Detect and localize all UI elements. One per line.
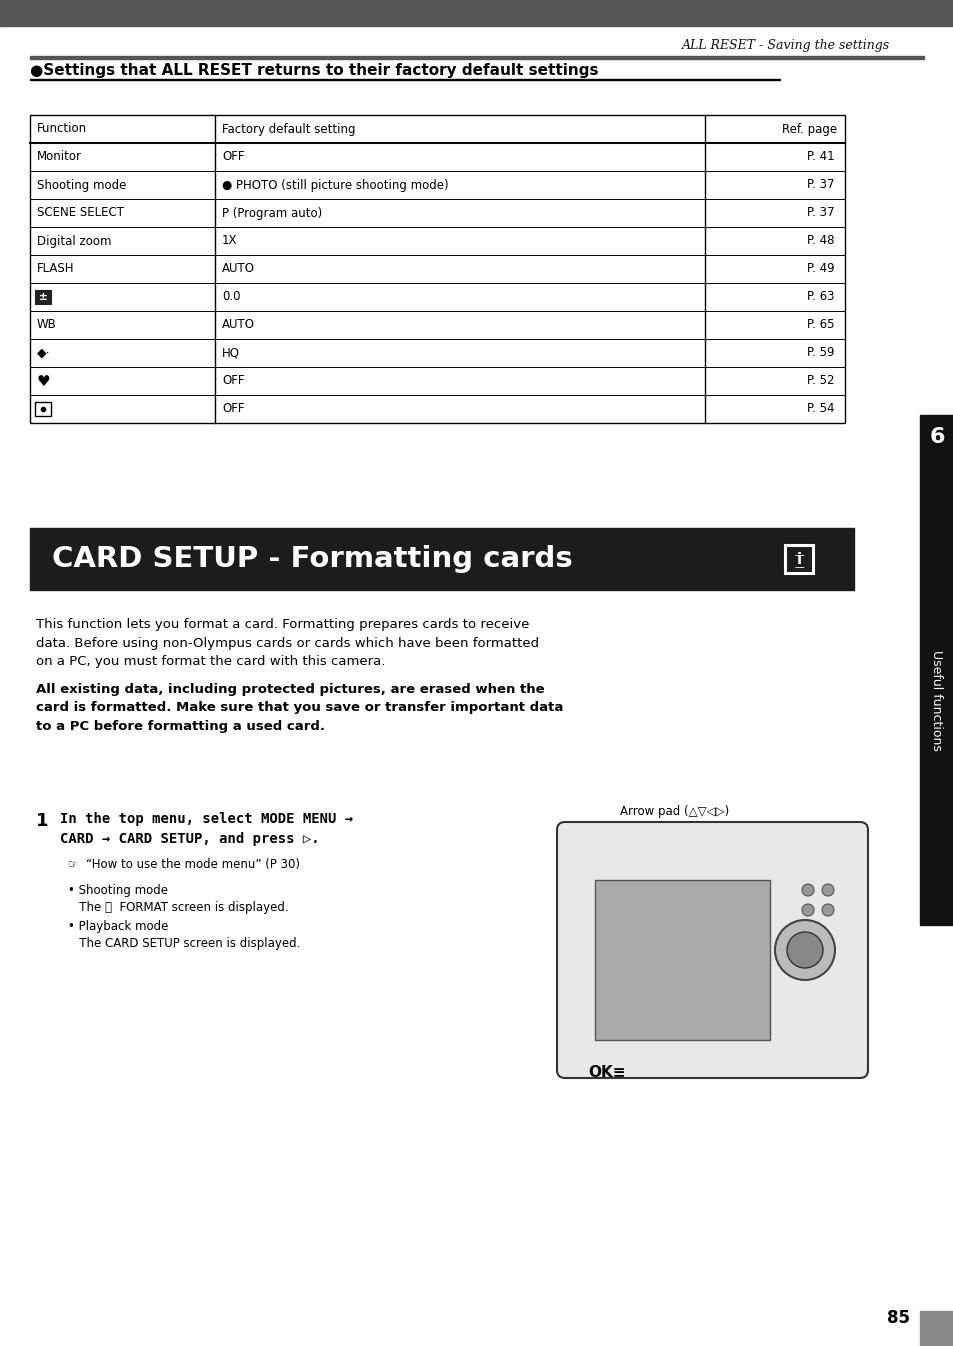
Text: ☞  “How to use the mode menu” (P 30): ☞ “How to use the mode menu” (P 30)	[68, 857, 299, 871]
Text: i: i	[796, 552, 801, 568]
Text: HQ: HQ	[222, 346, 240, 359]
Text: P. 37: P. 37	[806, 206, 834, 219]
Text: All existing data, including protected pictures, are erased when the
card is for: All existing data, including protected p…	[36, 682, 563, 734]
Text: P. 54: P. 54	[806, 402, 834, 416]
Text: ●Settings that ALL RESET returns to their factory default settings: ●Settings that ALL RESET returns to thei…	[30, 63, 598, 78]
Text: WB: WB	[37, 319, 56, 331]
Text: SCENE SELECT: SCENE SELECT	[37, 206, 124, 219]
Text: ±: ±	[38, 292, 48, 302]
Text: P. 37: P. 37	[806, 179, 834, 191]
Bar	[30, 528, 853, 590]
Bar	[30, 114, 844, 423]
Text: AUTO: AUTO	[222, 319, 254, 331]
Circle shape	[786, 931, 822, 968]
Text: 0.0: 0.0	[222, 291, 240, 303]
Text: Monitor: Monitor	[37, 151, 82, 163]
Text: —: —	[793, 551, 803, 560]
Text: P (Program auto): P (Program auto)	[222, 206, 322, 219]
Text: • Playback mode
   The CARD SETUP screen is displayed.: • Playback mode The CARD SETUP screen is…	[68, 921, 300, 950]
Text: Arrow pad (△▽◁▷): Arrow pad (△▽◁▷)	[619, 805, 728, 818]
Text: CARD SETUP - Formatting cards: CARD SETUP - Formatting cards	[52, 545, 572, 573]
Text: 1X: 1X	[222, 234, 237, 248]
Text: This function lets you format a card. Formatting prepares cards to receive
data.: This function lets you format a card. Fo…	[36, 618, 538, 668]
Circle shape	[801, 905, 813, 917]
Text: Digital zoom: Digital zoom	[37, 234, 112, 248]
Text: 6: 6	[928, 427, 943, 447]
Text: P. 59: P. 59	[806, 346, 834, 359]
Bar	[35, 289, 51, 304]
Text: P. 65: P. 65	[806, 319, 834, 331]
Text: P. 52: P. 52	[806, 374, 834, 388]
Circle shape	[821, 905, 833, 917]
Text: OK≡: OK≡	[587, 1065, 625, 1079]
Bar	[919, 415, 953, 925]
Text: • Shooting mode
   The ⓓ  FORMAT screen is displayed.: • Shooting mode The ⓓ FORMAT screen is d…	[68, 884, 289, 914]
Bar	[30, 78, 780, 79]
Circle shape	[774, 921, 834, 980]
Text: 1: 1	[36, 812, 49, 830]
Text: FLASH: FLASH	[37, 262, 74, 276]
Text: ◆·: ◆·	[37, 346, 51, 359]
Bar	[30, 55, 923, 59]
Circle shape	[821, 884, 833, 896]
Text: ♥: ♥	[37, 373, 51, 389]
Text: Function: Function	[37, 122, 87, 136]
Text: —: —	[793, 563, 803, 572]
Text: P. 49: P. 49	[806, 262, 834, 276]
FancyBboxPatch shape	[557, 822, 867, 1078]
Bar	[919, 1311, 953, 1346]
Text: Ref. page: Ref. page	[781, 122, 836, 136]
Text: P. 48: P. 48	[806, 234, 834, 248]
Text: OFF: OFF	[222, 151, 244, 163]
Text: In the top menu, select MODE MENU →
CARD → CARD SETUP, and press ▷.: In the top menu, select MODE MENU → CARD…	[60, 812, 353, 845]
Bar	[0, 0, 953, 26]
Text: 85: 85	[886, 1310, 909, 1327]
Bar	[35, 402, 51, 416]
Text: Factory default setting: Factory default setting	[222, 122, 355, 136]
Text: AUTO: AUTO	[222, 262, 254, 276]
Text: P. 41: P. 41	[806, 151, 834, 163]
Circle shape	[801, 884, 813, 896]
Text: OFF: OFF	[222, 402, 244, 416]
Text: OFF: OFF	[222, 374, 244, 388]
Text: Useful functions: Useful functions	[929, 650, 943, 751]
Text: Shooting mode: Shooting mode	[37, 179, 126, 191]
Bar	[595, 880, 769, 1040]
Bar	[784, 545, 812, 573]
Text: P. 63: P. 63	[806, 291, 834, 303]
Text: ALL RESET - Saving the settings: ALL RESET - Saving the settings	[681, 39, 889, 52]
Text: ● PHOTO (still picture shooting mode): ● PHOTO (still picture shooting mode)	[222, 179, 448, 191]
